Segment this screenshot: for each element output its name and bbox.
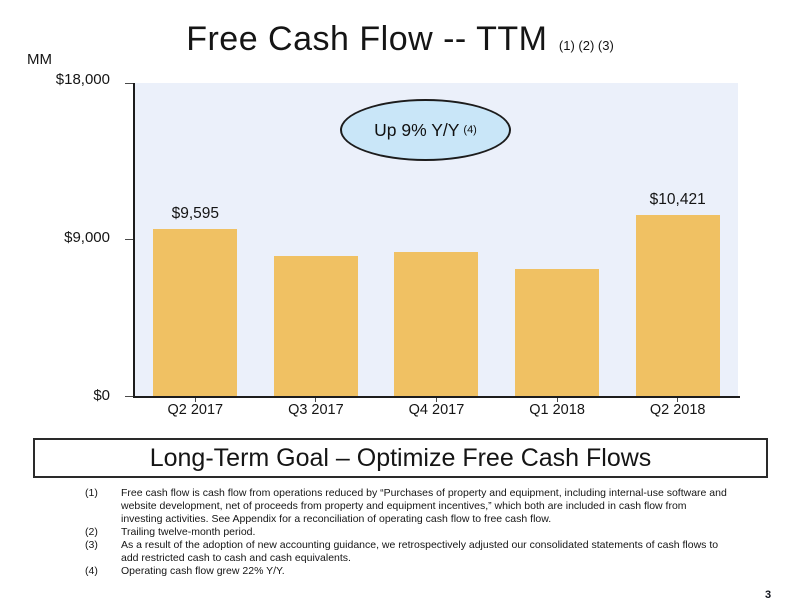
footnote-text: Free cash flow is cash flow from operati…: [121, 487, 727, 525]
annotation-ellipse: Up 9% Y/Y (4): [340, 99, 511, 161]
y-tick-label: $18,000: [55, 71, 110, 89]
footnote-number: (1): [85, 487, 98, 499]
x-axis-labels: Q2 2017 Q3 2017 Q4 2017 Q1 2018 Q2 2018: [135, 402, 738, 418]
y-axis-ticks: [125, 82, 133, 397]
bar-value-label: $10,421: [649, 190, 706, 208]
bars-row: $9,595 $10,421: [135, 83, 738, 396]
x-tick-mark: [194, 398, 196, 402]
x-axis-label: Q2 2018: [649, 402, 706, 418]
annotation-superscript: (4): [463, 124, 477, 136]
slide-title: Free Cash Flow -- TTM: [186, 20, 548, 58]
x-tick-mark: [315, 398, 317, 402]
slide-title-block: Free Cash Flow -- TTM (1) (2) (3): [0, 20, 800, 59]
footnotes: (1) Free cash flow is cash flow from oper…: [85, 487, 730, 578]
y-tick-mark: [125, 239, 133, 240]
footnote-item: (3) As a result of the adoption of new ac…: [85, 539, 730, 565]
bar: [515, 269, 600, 396]
bar-value-label: $9,595: [171, 205, 220, 223]
x-axis-label: Q1 2018: [529, 402, 585, 418]
page-number: 3: [764, 589, 772, 601]
x-tick-mark: [677, 398, 679, 402]
x-axis-label: Q3 2017: [288, 402, 344, 418]
bar: [635, 214, 720, 396]
footnote-item: (4) Operating cash flow grew 22% Y/Y.: [85, 565, 730, 578]
y-tick-label: $0: [93, 387, 110, 405]
y-axis-units-label: MM: [27, 51, 52, 68]
bar: [273, 256, 358, 396]
annotation-text: Up 9% Y/Y: [374, 119, 460, 140]
x-axis-ticks: [135, 398, 738, 403]
x-axis-line: [133, 396, 740, 398]
goal-banner-text: Long-Term Goal – Optimize Free Cash Flow…: [149, 443, 652, 472]
footnote-item: (1) Free cash flow is cash flow from oper…: [85, 487, 730, 526]
y-tick-label: $9,000: [64, 229, 110, 247]
x-axis-label: Q4 2017: [408, 402, 465, 418]
footnote-number: (4): [85, 565, 98, 577]
y-axis-labels: $18,000 $9,000 $0: [28, 71, 110, 404]
bar-slot-q1-2018: [497, 83, 618, 396]
y-tick-mark: [125, 82, 133, 84]
bar-slot-q2-2018: $10,421: [617, 83, 738, 396]
bar: [153, 229, 238, 396]
x-tick-mark: [436, 398, 437, 402]
bar: [394, 251, 479, 396]
title-superscript: (1) (2) (3): [558, 38, 614, 53]
bar-slot-q2-2017: $9,595: [135, 83, 256, 396]
footnote-text: As a result of the adoption of new accou…: [121, 539, 719, 564]
footnote-text: Operating cash flow grew 22% Y/Y.: [121, 565, 285, 577]
footnote-number: (3): [85, 539, 98, 551]
footnote-number: (2): [85, 526, 98, 538]
x-axis-label: Q2 2017: [167, 402, 224, 418]
y-axis-line: [133, 83, 135, 398]
footnote-item: (2) Trailing twelve-month period.: [85, 526, 730, 539]
bar-slot-q3-2017: [256, 83, 377, 396]
bar-slot-q4-2017: [376, 83, 497, 396]
y-tick-mark: [125, 395, 133, 397]
footnote-text: Trailing twelve-month period.: [121, 526, 256, 538]
x-tick-mark: [556, 398, 558, 402]
goal-banner: Long-Term Goal – Optimize Free Cash Flow…: [33, 438, 768, 478]
